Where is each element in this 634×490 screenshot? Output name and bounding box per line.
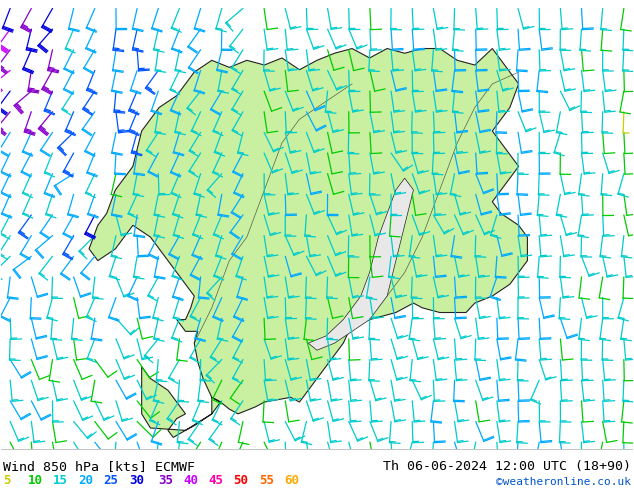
Text: 40: 40: [183, 474, 198, 487]
Polygon shape: [89, 49, 527, 438]
Text: 20: 20: [79, 474, 93, 487]
Text: Th 06-06-2024 12:00 UTC (18+90): Th 06-06-2024 12:00 UTC (18+90): [383, 460, 631, 473]
Text: 55: 55: [259, 474, 274, 487]
Text: 35: 35: [158, 474, 173, 487]
Text: 10: 10: [28, 474, 43, 487]
Text: 25: 25: [103, 474, 119, 487]
Text: ©weatheronline.co.uk: ©weatheronline.co.uk: [496, 477, 631, 487]
Text: Wind 850 hPa [kts] ECMWF: Wind 850 hPa [kts] ECMWF: [3, 460, 195, 473]
Text: 30: 30: [129, 474, 144, 487]
Polygon shape: [308, 178, 413, 350]
Text: 15: 15: [53, 474, 68, 487]
Text: 60: 60: [284, 474, 299, 487]
Text: 5: 5: [3, 474, 11, 487]
Text: 50: 50: [234, 474, 249, 487]
Text: 45: 45: [209, 474, 223, 487]
